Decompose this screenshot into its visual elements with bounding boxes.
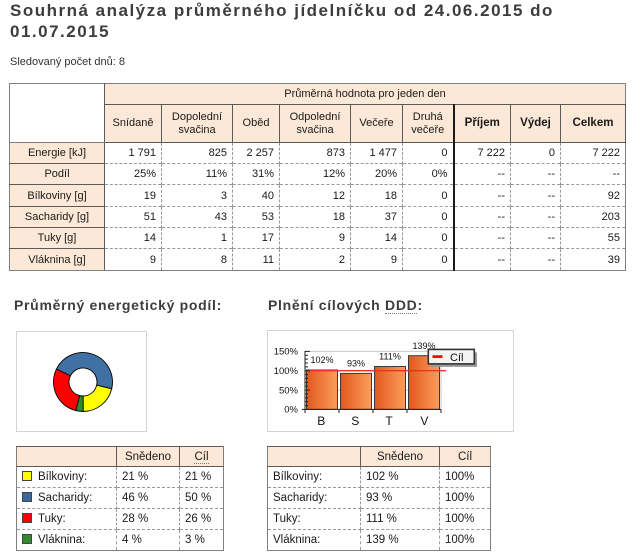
svg-text:T: T (385, 414, 393, 428)
svg-text:50%: 50% (279, 385, 299, 396)
svg-text:B: B (317, 414, 325, 428)
svg-text:139%: 139% (412, 341, 435, 351)
svg-text:V: V (420, 414, 428, 428)
svg-text:93%: 93% (347, 359, 365, 369)
svg-text:102%: 102% (310, 355, 333, 365)
svg-text:S: S (351, 414, 359, 428)
svg-text:0%: 0% (284, 405, 298, 416)
svg-text:111%: 111% (379, 352, 401, 362)
svg-text:150%: 150% (274, 347, 299, 358)
svg-text:Cíl: Cíl (450, 352, 463, 364)
svg-text:100%: 100% (274, 366, 299, 377)
